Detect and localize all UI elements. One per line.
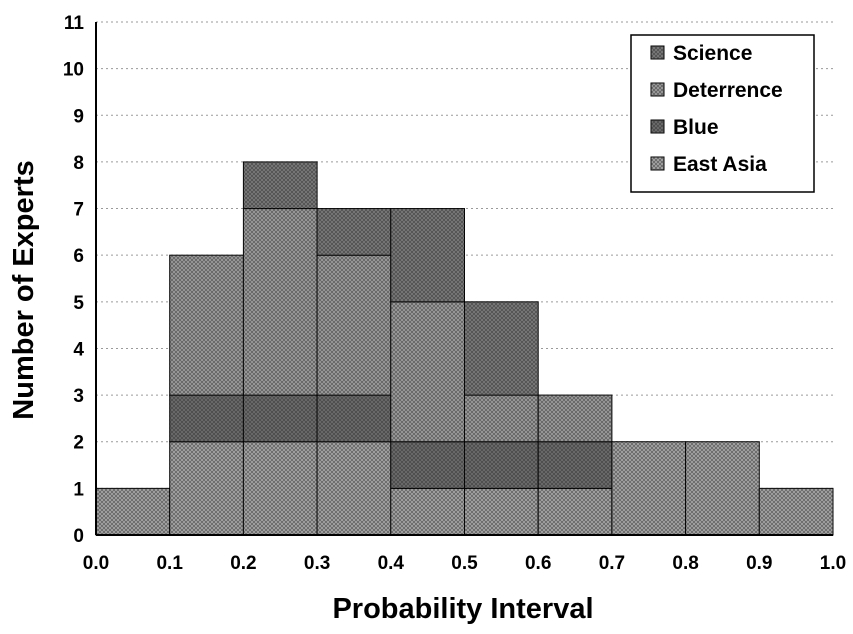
legend: Science Deterrence Blue East Asia [630, 34, 815, 193]
y-tick-label: 10 [63, 60, 84, 81]
bar-hatch-east-asia [169, 441, 244, 535]
bar-hatch-deterrence [464, 395, 539, 442]
bar-hatch-deterrence [538, 395, 612, 442]
y-tick-label: 2 [73, 433, 84, 454]
bar-hatch-east-asia [243, 441, 318, 535]
bar-hatch-blue [538, 441, 612, 489]
x-tick-label: 0.2 [230, 553, 256, 574]
bars [95, 161, 834, 536]
x-tick-label: 0.4 [378, 553, 405, 574]
legend-swatch-hatch-science [651, 46, 664, 59]
bar-hatch-east-asia [464, 488, 539, 535]
x-tick-labels: 0.0 0.1 0.2 0.3 0.4 0.5 0.6 0.7 0.8 0.9 1.0 [83, 553, 846, 574]
x-tick-label: 0.8 [672, 553, 698, 574]
bar-hatch-blue [464, 441, 539, 489]
bar-hatch-science [464, 301, 539, 396]
bar-hatch-east-asia [317, 441, 391, 535]
x-tick-label: 0.7 [599, 553, 625, 574]
bar-hatch-science [243, 161, 318, 209]
legend-label-blue: Blue [673, 116, 719, 139]
bar-hatch-science [390, 208, 465, 302]
bar-hatch-east-asia [96, 488, 170, 535]
x-tick-label: 0.3 [304, 553, 330, 574]
legend-swatch-hatch-blue [651, 120, 664, 133]
y-tick-label: 9 [73, 106, 84, 127]
bar-hatch-deterrence [169, 255, 244, 396]
y-tick-labels: 0 1 2 3 4 5 6 7 8 9 10 11 [63, 13, 85, 547]
y-tick-label: 7 [73, 200, 84, 221]
y-tick-label: 3 [73, 386, 84, 407]
x-tick-label: 0.0 [83, 553, 109, 574]
y-tick-label: 6 [73, 246, 84, 267]
x-tick-label: 0.1 [156, 553, 183, 574]
y-tick-label: 4 [73, 339, 84, 360]
bar-hatch-blue [390, 441, 465, 489]
y-tick-label: 1 [73, 479, 84, 500]
legend-label-east-asia: East Asia [673, 153, 767, 176]
y-tick-label: 8 [73, 153, 84, 174]
legend-label-deterrence: Deterrence [673, 79, 783, 102]
legend-swatch-hatch-deterrence [651, 83, 664, 96]
x-tick-label: 0.6 [525, 553, 551, 574]
bar-hatch-blue [243, 395, 318, 442]
y-tick-label: 0 [73, 526, 84, 547]
bar-hatch-east-asia [685, 441, 760, 535]
legend-swatch-hatch-east-asia [651, 157, 664, 170]
bar-hatch-deterrence [317, 255, 391, 396]
y-tick-label: 5 [73, 293, 84, 314]
bar-hatch-blue [317, 395, 391, 442]
bar-hatch-east-asia [759, 488, 833, 535]
axes [95, 22, 833, 536]
bar-hatch-science [317, 208, 391, 256]
x-tick-label: 1.0 [820, 553, 846, 574]
legend-label-science: Science [673, 42, 752, 65]
x-tick-label: 0.9 [746, 553, 772, 574]
bar-hatch-east-asia [611, 441, 686, 535]
y-axis-title: Number of Experts [8, 160, 40, 419]
bar-hatch-blue [169, 395, 244, 442]
bar-hatch-east-asia [390, 488, 465, 535]
bar-hatch-deterrence [390, 301, 465, 442]
bar-hatch-deterrence [243, 208, 318, 396]
y-tick-label: 11 [64, 13, 85, 34]
bar-hatch-east-asia [538, 488, 612, 535]
x-tick-label: 0.5 [451, 553, 478, 574]
x-axis-title: Probability Interval [332, 593, 593, 625]
